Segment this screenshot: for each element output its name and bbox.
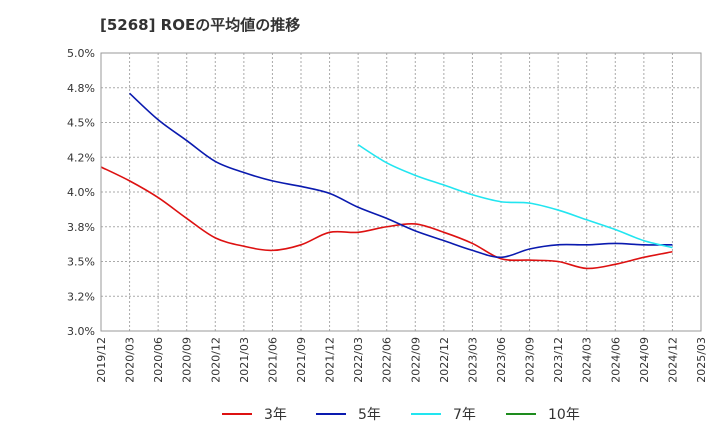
- x-tick-label: 2024/06: [609, 337, 622, 383]
- x-tick-label: 2023/12: [552, 337, 565, 383]
- y-tick-label: 4.8%: [67, 82, 95, 95]
- x-tick-label: 2021/12: [324, 337, 337, 383]
- x-tick-label: 2020/06: [152, 337, 165, 383]
- x-tick-label: 2022/06: [381, 337, 394, 383]
- x-tick-label: 2021/03: [238, 337, 251, 383]
- y-tick-label: 3.2%: [67, 290, 95, 303]
- x-tick-label: 2022/12: [438, 337, 451, 383]
- x-tick-label: 2019/12: [95, 337, 108, 383]
- x-tick-label: 2024/09: [638, 337, 651, 383]
- x-tick-label: 2021/06: [266, 337, 279, 383]
- legend-label: 5年: [358, 407, 381, 423]
- legend-label: 10年: [548, 407, 580, 423]
- x-tick-label: 2020/09: [181, 337, 194, 383]
- x-tick-label: 2022/09: [409, 337, 422, 383]
- y-axis: 3.0% 3.2% 3.5% 3.8% 4.0% 4.2% 4.5% 4.8% 5.0%: [67, 47, 95, 338]
- y-tick-label: 3.0%: [67, 325, 95, 338]
- x-tick-label: 2024/03: [581, 337, 594, 383]
- legend-label: 3年: [264, 407, 287, 423]
- x-tick-label: 2023/06: [495, 337, 508, 383]
- x-tick-label: 2023/03: [466, 337, 479, 383]
- x-tick-label: 2020/12: [209, 337, 222, 383]
- x-tick-label: 2023/09: [524, 337, 537, 383]
- y-tick-label: 3.8%: [67, 221, 95, 234]
- legend-label: 7年: [453, 407, 476, 423]
- chart-title: [5268] ROEの平均値の推移: [100, 16, 301, 34]
- y-tick-label: 3.5%: [67, 256, 95, 269]
- x-tick-label: 2021/09: [295, 337, 308, 383]
- series-line-2: [129, 92, 673, 259]
- x-tick-label: 2020/03: [124, 337, 137, 383]
- y-tick-label: 4.5%: [67, 117, 95, 130]
- grid-layer: [100, 52, 702, 332]
- plot-frame: [100, 52, 702, 332]
- series-layer: [100, 92, 673, 270]
- x-axis: 2019/12 2020/03 2020/06 2020/09 2020/12 2021/…: [95, 337, 708, 383]
- series-line-1: [100, 166, 673, 270]
- y-tick-label: 5.0%: [67, 47, 95, 60]
- x-tick-label: 2022/03: [352, 337, 365, 383]
- series-line-3: [357, 144, 673, 249]
- x-tick-label: 2024/12: [666, 337, 679, 383]
- y-tick-label: 4.0%: [67, 186, 95, 199]
- y-tick-label: 4.2%: [67, 151, 95, 164]
- x-tick-label: 2025/03: [695, 337, 708, 383]
- legend: 3年 5年 7年 10年: [222, 407, 580, 423]
